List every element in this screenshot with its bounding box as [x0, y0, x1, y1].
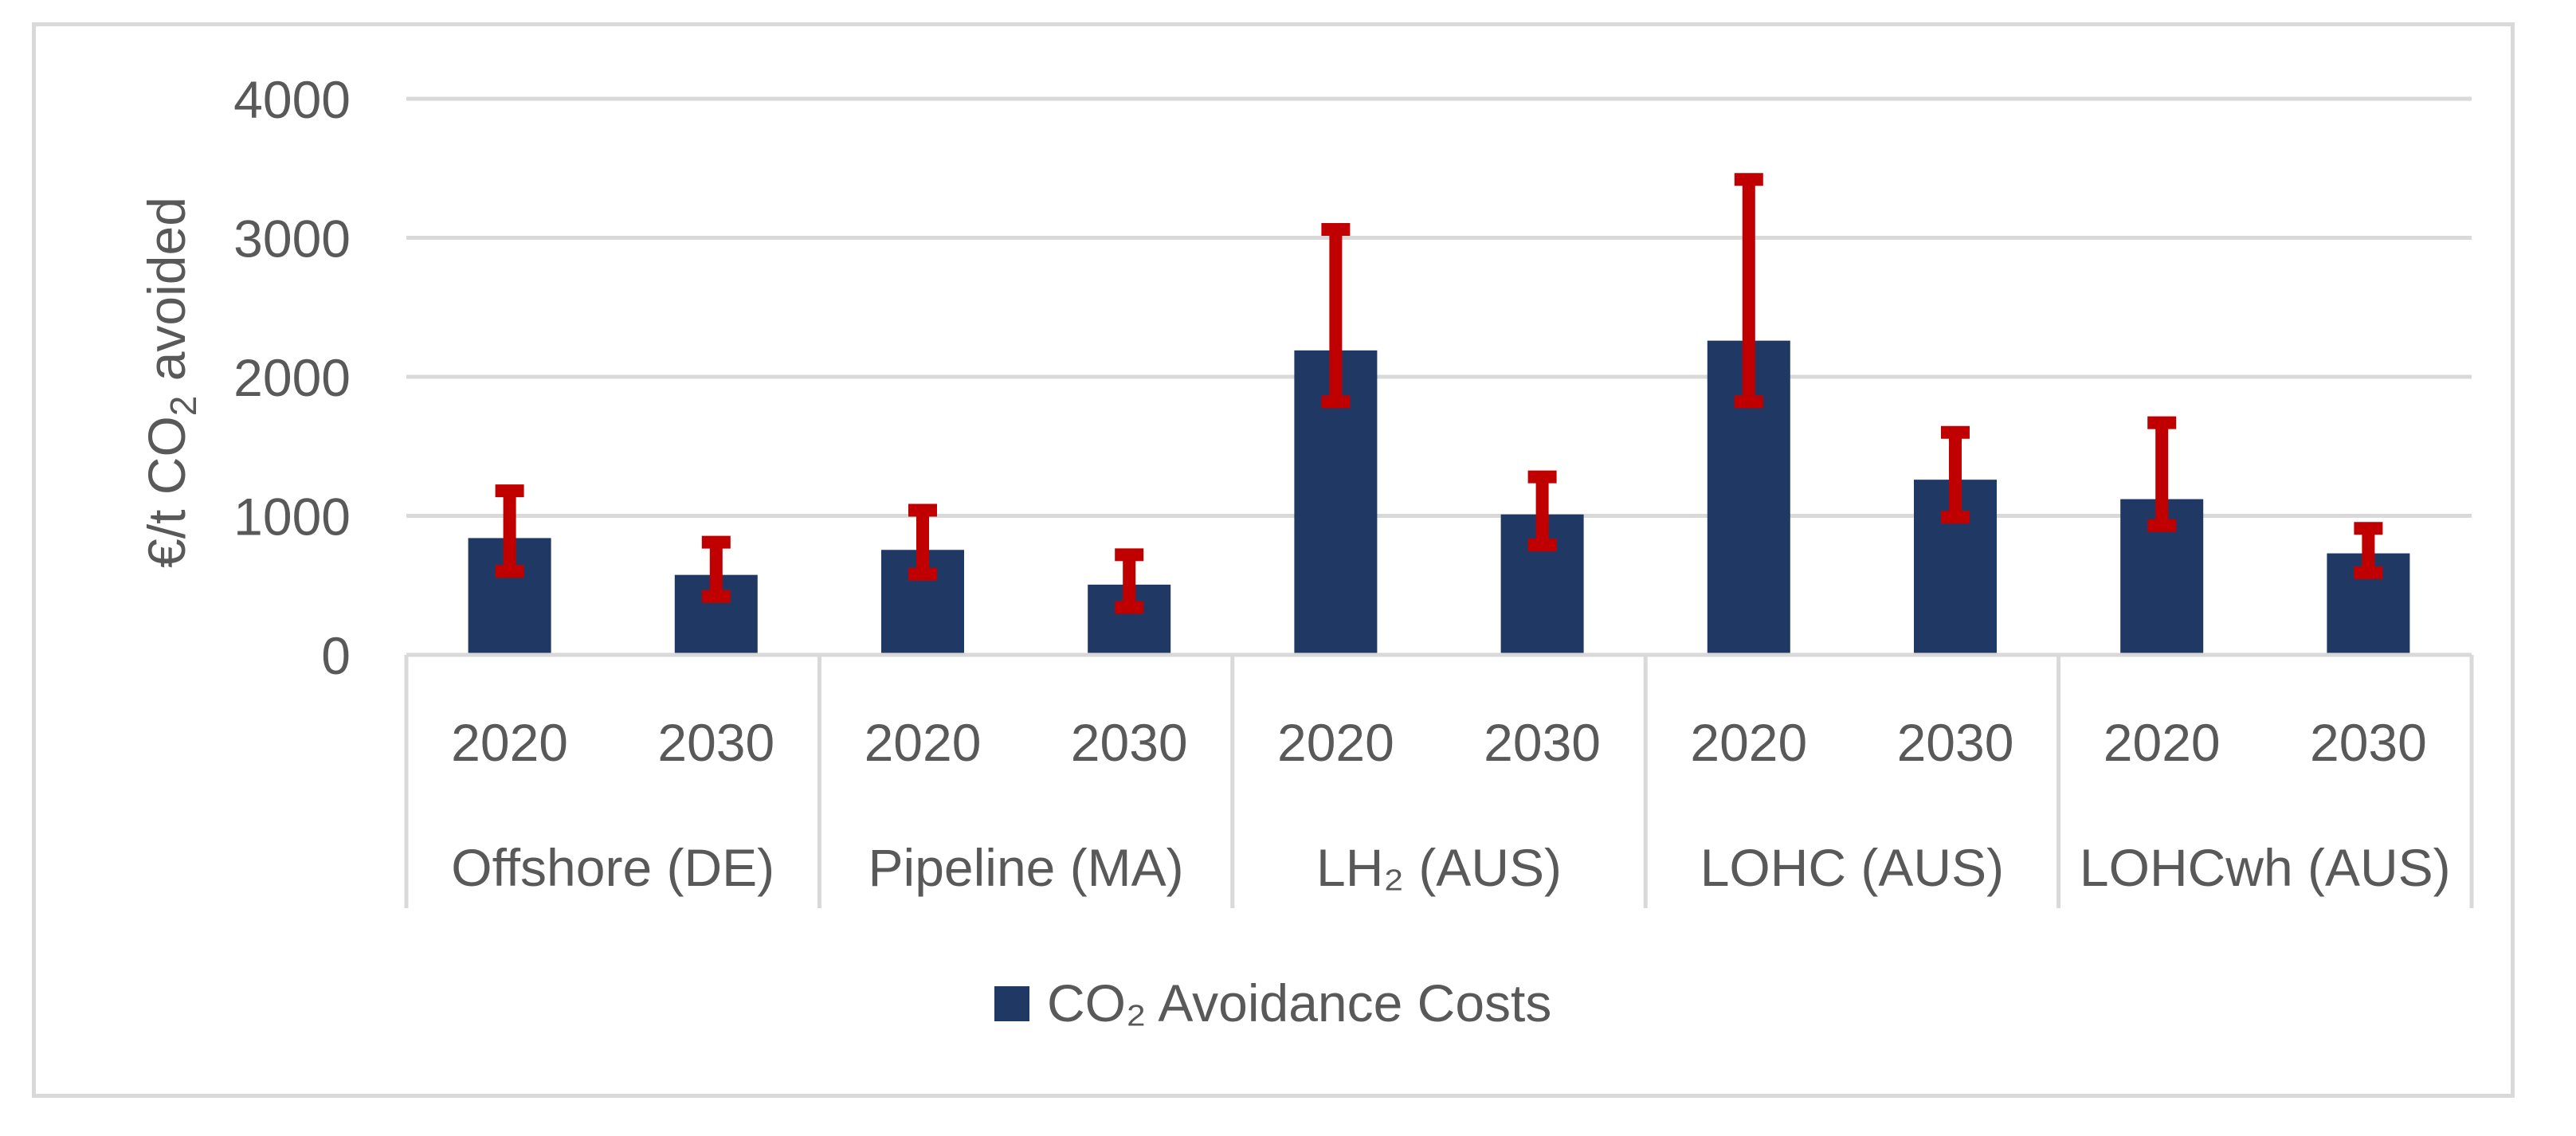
x-tick-label-2030: 2030 [1897, 713, 2014, 772]
bars [468, 340, 2410, 655]
y-tick-label-4000: 4000 [233, 70, 351, 129]
y-tick-label-1000: 1000 [233, 488, 351, 546]
legend-label: CO₂ Avoidance Costs [1047, 973, 1551, 1032]
x-tick-label-2020: 2020 [2104, 713, 2221, 772]
chart-frame [32, 22, 2515, 1098]
legend: CO₂ Avoidance Costs [994, 973, 1551, 1032]
y-axis-ticks: 0 1000 2000 3000 4000 [233, 70, 351, 685]
x-tick-label-2020: 2020 [1277, 713, 1394, 772]
y-axis-label: €/t CO2 avoided [137, 197, 204, 568]
x-tick-label-2020: 2020 [865, 713, 982, 772]
y-tick-label-2000: 2000 [233, 348, 351, 407]
x-axis: Offshore (DE) 2020 2030 Pipeline (MA) 2020 20… [404, 652, 2474, 908]
group-label: LOHCwh (AUS) [2080, 838, 2451, 897]
group-label: LH₂ (AUS) [1316, 838, 1562, 897]
error-bars [495, 173, 2383, 614]
group-label: LOHC (AUS) [1700, 838, 2004, 897]
error-bar [701, 535, 731, 603]
error-bar [1734, 173, 1763, 409]
error-bar [1527, 470, 1557, 552]
group-label: Offshore (DE) [451, 838, 774, 897]
y-tick-label-3000: 3000 [233, 210, 351, 268]
error-bar [1941, 425, 1970, 524]
x-tick-label-2020: 2020 [451, 713, 568, 772]
x-tick-label-2030: 2030 [657, 713, 774, 772]
error-bar [2354, 522, 2383, 580]
error-bar [1115, 548, 1144, 614]
error-bar [2147, 416, 2177, 532]
error-bar [908, 503, 937, 581]
group-label: Pipeline (MA) [868, 838, 1184, 897]
legend-swatch [994, 986, 1029, 1021]
x-tick-label-2020: 2020 [1690, 713, 1807, 772]
x-tick-label-2030: 2030 [1484, 713, 1601, 772]
error-bar [495, 484, 524, 578]
x-tick-label-2030: 2030 [1071, 713, 1188, 772]
error-bar [1321, 223, 1351, 409]
x-tick-label-2030: 2030 [2310, 713, 2427, 772]
y-tick-label-0: 0 [321, 626, 351, 685]
